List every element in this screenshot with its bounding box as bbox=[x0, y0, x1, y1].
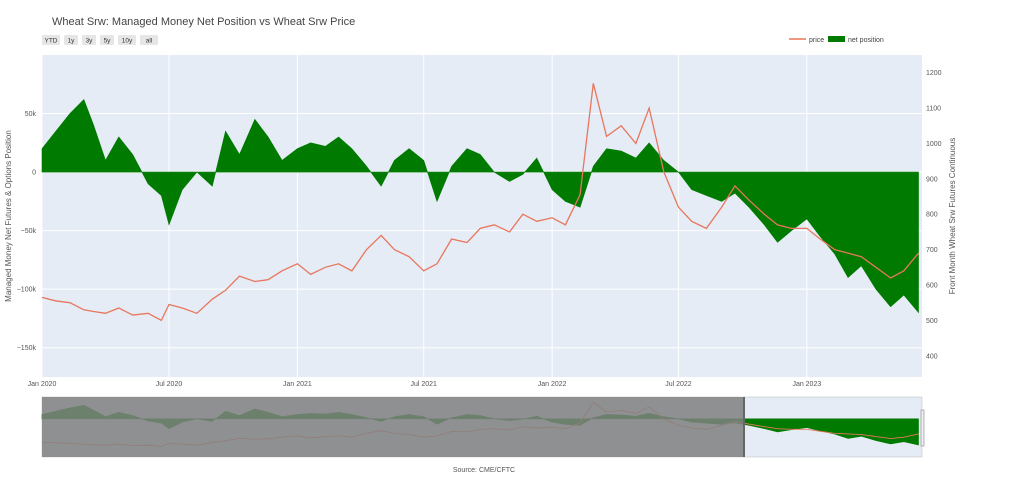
x-tick-label: Jan 2020 bbox=[28, 381, 57, 388]
range-button-3y[interactable] bbox=[82, 35, 96, 45]
y-right-tick-label: 900 bbox=[926, 176, 938, 183]
y-right-tick-label: 400 bbox=[926, 353, 938, 360]
y-left-tick-label: −150k bbox=[17, 345, 37, 352]
x-tick-label: Jul 2020 bbox=[156, 381, 183, 388]
y-left-tick-label: −50k bbox=[21, 228, 37, 235]
x-tick-label: Jul 2022 bbox=[665, 381, 692, 388]
source-note: Source: CME/CFTC bbox=[453, 467, 515, 474]
range-button-label: 1y bbox=[68, 38, 76, 45]
legend-net-position-label[interactable]: net position bbox=[848, 37, 884, 44]
y-right-tick-label: 1000 bbox=[926, 141, 942, 148]
y-right-tick-label: 600 bbox=[926, 283, 938, 290]
y-right-tick-label: 1200 bbox=[926, 70, 942, 77]
range-button-label: YTD bbox=[45, 38, 58, 45]
x-tick-label: Jul 2021 bbox=[410, 381, 437, 388]
x-tick-label: Jan 2023 bbox=[792, 381, 821, 388]
range-selector: YTD 1y 3y 5y 10y all bbox=[42, 35, 158, 45]
legend-net-position-swatch bbox=[828, 36, 845, 42]
range-button-1y[interactable] bbox=[64, 35, 78, 45]
net-position-area[interactable] bbox=[41, 98, 919, 314]
range-button-label: all bbox=[146, 38, 153, 45]
y-right-tick-label: 500 bbox=[926, 318, 938, 325]
y-right-tick-label: 700 bbox=[926, 247, 938, 254]
y-right-tick-label: 1100 bbox=[926, 106, 941, 113]
price-line[interactable] bbox=[41, 83, 920, 322]
range-button-label: 3y bbox=[86, 38, 94, 45]
legend-price-label[interactable]: price bbox=[809, 37, 824, 44]
y-right-tick-label: 800 bbox=[926, 212, 938, 219]
range-slider-mask bbox=[42, 397, 744, 457]
range-button-ytd[interactable] bbox=[42, 35, 60, 45]
range-button-all[interactable] bbox=[140, 35, 158, 45]
legend: price net position bbox=[789, 36, 884, 44]
y-left-tick-label: 50k bbox=[25, 111, 37, 118]
y-axis-left-title: Managed Money Net Futures & Options Posi… bbox=[4, 130, 13, 302]
range-button-label: 10y bbox=[122, 38, 133, 45]
y-left-tick-label: 0 bbox=[32, 170, 36, 177]
x-tick-label: Jan 2021 bbox=[283, 381, 312, 388]
range-button-5y[interactable] bbox=[100, 35, 114, 45]
x-tick-label: Jan 2022 bbox=[538, 381, 567, 388]
range-button-label: 5y bbox=[104, 38, 112, 45]
range-button-10y[interactable] bbox=[118, 35, 136, 45]
chart-title: Wheat Srw: Managed Money Net Position vs… bbox=[52, 16, 355, 28]
y-left-tick-label: −100k bbox=[17, 287, 37, 294]
range-slider-handle-left[interactable] bbox=[743, 397, 745, 457]
range-slider-handle-right[interactable] bbox=[920, 409, 925, 447]
y-axis-right-title: Front Month Wheat Srw Futures Continuous bbox=[948, 138, 957, 295]
